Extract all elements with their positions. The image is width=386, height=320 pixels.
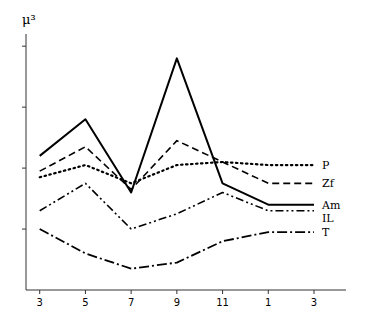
x-tick xyxy=(39,290,40,294)
x-tick xyxy=(176,290,177,294)
x-tick-label: 1 xyxy=(265,297,271,308)
x-tick xyxy=(268,290,269,294)
y-tick xyxy=(22,229,26,230)
series-label: Am xyxy=(321,199,341,212)
series-label: T xyxy=(322,226,330,239)
series-label: P xyxy=(322,159,330,172)
y-tick xyxy=(22,168,26,169)
x-tick-label: 5 xyxy=(82,297,88,308)
x-tick-label: 7 xyxy=(128,297,134,308)
series-label: IL xyxy=(322,212,334,225)
line-series xyxy=(40,141,314,190)
plot-area xyxy=(40,58,314,268)
x-axis xyxy=(26,290,346,291)
series-label: Zf xyxy=(322,177,335,190)
x-tick-label: 3 xyxy=(311,297,317,308)
x-tick-label: 11 xyxy=(216,297,229,308)
y-tick xyxy=(22,46,26,47)
y-axis-label: μ³ xyxy=(22,12,36,27)
x-tick xyxy=(222,290,223,294)
chart: 35791113μ³PZfAmILT xyxy=(0,0,386,320)
x-tick xyxy=(85,290,86,294)
x-tick-label: 3 xyxy=(37,297,43,308)
line-series xyxy=(40,58,314,204)
y-tick xyxy=(22,107,26,108)
line-series xyxy=(40,162,314,183)
line-series xyxy=(40,229,314,269)
x-tick-label: 9 xyxy=(174,297,180,308)
x-tick xyxy=(131,290,132,294)
y-axis xyxy=(26,34,27,290)
line-series xyxy=(40,183,314,229)
x-tick xyxy=(314,290,315,294)
